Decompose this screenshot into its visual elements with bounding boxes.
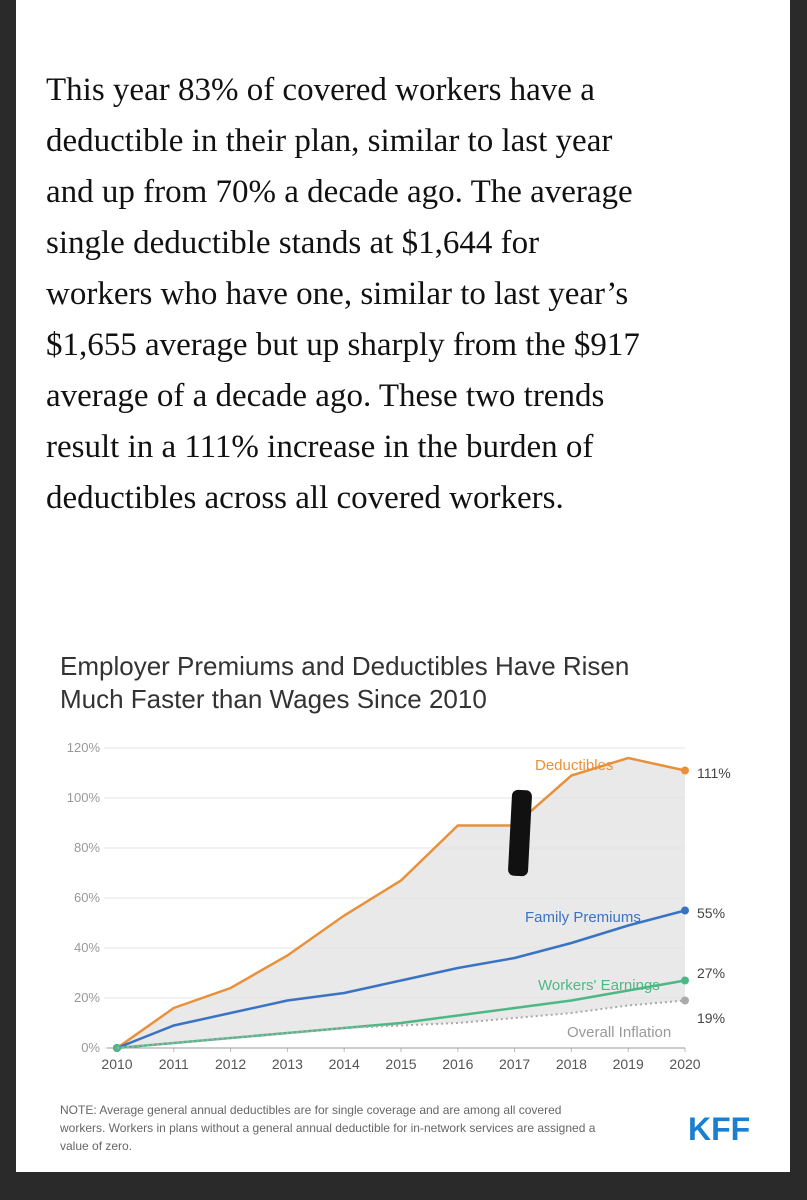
- paragraph-line: $1,655 average but up sharply from the $…: [46, 327, 640, 363]
- end-point: [681, 996, 689, 1005]
- x-tick-label: 2017: [499, 1056, 530, 1072]
- note-line: value of zero.: [60, 1139, 132, 1153]
- y-tick-label: 0%: [81, 1040, 100, 1055]
- end-label: 19%: [697, 1010, 725, 1026]
- gap-area: [117, 758, 685, 1048]
- paragraph-line: and up from 70% a decade ago. The averag…: [46, 174, 633, 210]
- x-tick-label: 2016: [442, 1056, 473, 1072]
- end-point: [681, 976, 689, 985]
- x-tick-label: 2010: [101, 1056, 132, 1072]
- paragraph-line: single deductible stands at $1,644 for: [46, 225, 539, 261]
- x-tick-label: 2018: [556, 1056, 587, 1072]
- y-tick-label: 120%: [67, 740, 101, 755]
- x-tick-label: 2015: [385, 1056, 416, 1072]
- series-line: [116, 756, 686, 1050]
- note-line: workers. Workers in plans without a gene…: [59, 1121, 596, 1135]
- series-line: [116, 999, 686, 1049]
- paragraph-line: This year 83% of covered workers have a: [46, 72, 595, 108]
- chart-title: Much Faster than Wages Since 2010: [60, 684, 487, 714]
- y-tick-label: 100%: [67, 790, 101, 805]
- paragraph-line: deductibles across all covered workers.: [46, 480, 564, 516]
- y-tick-label: 60%: [74, 890, 100, 905]
- paragraph-line: deductible in their plan, similar to las…: [46, 123, 612, 159]
- x-tick-label: 2020: [669, 1056, 700, 1072]
- x-tick-label: 2013: [272, 1056, 303, 1072]
- end-label: 111%: [697, 765, 731, 781]
- x-tick-label: 2019: [613, 1056, 644, 1072]
- series-name: Workers' Earnings: [538, 977, 660, 994]
- paragraph-line: average of a decade ago. These two trend…: [46, 378, 604, 414]
- end-label: 55%: [697, 905, 725, 921]
- y-tick-label: 20%: [74, 990, 100, 1005]
- end-point: [681, 906, 689, 915]
- y-tick-label: 40%: [74, 940, 100, 955]
- paragraph-line: workers who have one, similar to last ye…: [46, 276, 628, 312]
- y-tick-label: 80%: [74, 840, 100, 855]
- series-line: [116, 909, 686, 1050]
- x-tick-label: 2014: [329, 1056, 360, 1072]
- end-label: 27%: [697, 965, 725, 981]
- chart: This year 83% of covered workers have a d…: [46, 72, 750, 1153]
- marker-scribble: [508, 789, 532, 877]
- chart-title: Employer Premiums and Deductibles Have R…: [60, 651, 629, 681]
- note-line: NOTE: Average general annual deductibles…: [60, 1103, 561, 1117]
- paragraph-line: result in a 111% increase in the burden …: [46, 429, 593, 465]
- logo: KFF: [688, 1111, 750, 1147]
- series-name: Family Premiums: [525, 909, 641, 926]
- end-point: [681, 766, 689, 775]
- series-name: Overall Inflation: [567, 1024, 671, 1041]
- x-tick-label: 2011: [159, 1056, 189, 1072]
- series-name: Deductibles: [535, 757, 613, 774]
- x-tick-label: 2012: [215, 1056, 246, 1072]
